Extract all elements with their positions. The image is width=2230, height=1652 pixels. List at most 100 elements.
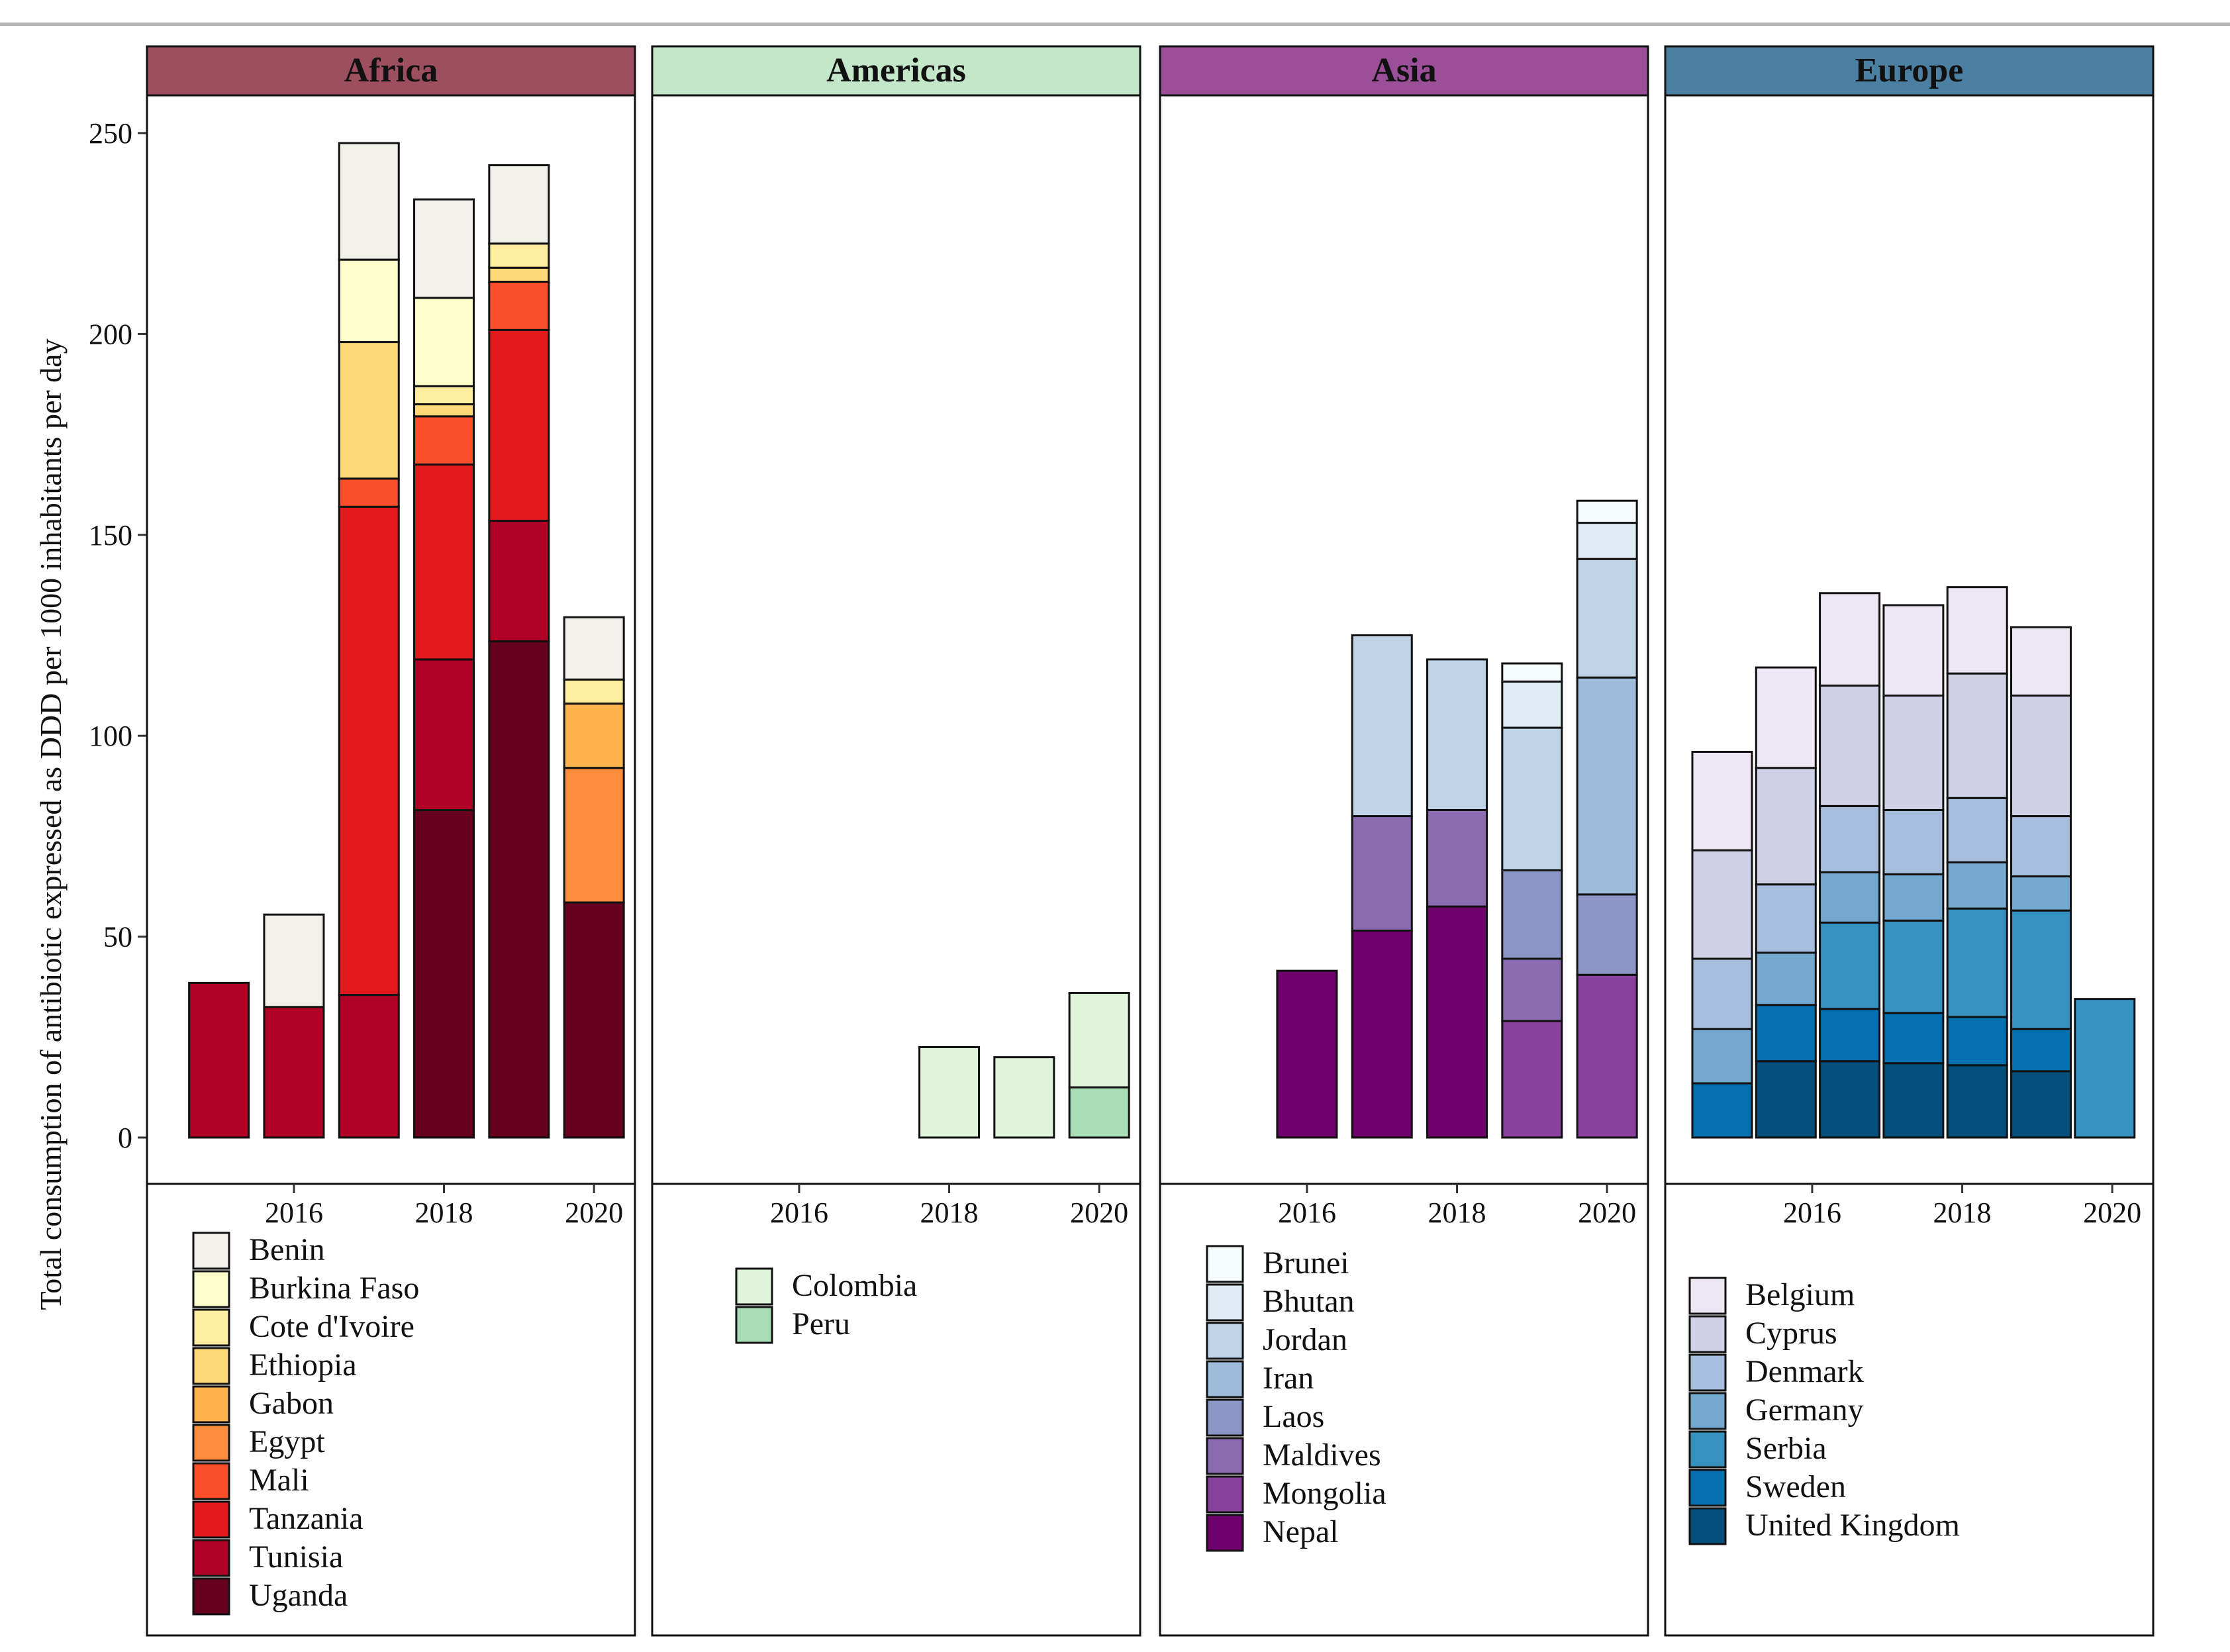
- legend-swatch-iran: [1206, 1360, 1244, 1398]
- bar-segment-ethiopia-2017: [338, 341, 400, 480]
- bar-segment-uganda-2020: [563, 901, 625, 1139]
- bar-segment-united-kingdom-2019: [2010, 1070, 2072, 1139]
- bar-segment-jordan-2020: [1576, 558, 1638, 679]
- bar-segment-cyprus-2019: [2010, 695, 2072, 818]
- bar-segment-serbia-2017: [1882, 919, 1945, 1014]
- legend-swatch-germany: [1688, 1392, 1727, 1430]
- bar-segment-benin-2018: [413, 198, 475, 299]
- legend-label-tanzania: Tanzania: [249, 1501, 364, 1536]
- bar-segment-ethiopia-2018: [413, 403, 475, 418]
- legend-swatch-laos: [1206, 1398, 1244, 1437]
- bar-segment-united-kingdom-2016: [1755, 1060, 1817, 1139]
- legend-swatch-jordan: [1206, 1322, 1244, 1360]
- bar-segment-nepal-2018: [1426, 905, 1488, 1139]
- bar-segment-colombia-2019: [993, 1056, 1055, 1139]
- bar-segment-laos-2019: [1501, 869, 1563, 960]
- legend-swatch-benin: [192, 1232, 230, 1270]
- bar-segment-tanzania-2019: [488, 328, 550, 522]
- legend-swatch-mongolia: [1206, 1475, 1244, 1514]
- x-tick-label: 2020: [1578, 1196, 1636, 1229]
- bar-segment-germany-2016: [1755, 951, 1817, 1006]
- bar-segment-cyprus-2018: [1946, 672, 2008, 799]
- x-tick-label: 2016: [770, 1196, 828, 1229]
- legend-swatch-uganda: [192, 1577, 230, 1616]
- y-tick-label: 150: [89, 519, 132, 552]
- bar-segment-brunei-2020: [1576, 499, 1638, 524]
- x-tick-label: 2020: [565, 1196, 623, 1229]
- bar-segment-cote-d-ivoire-2019: [488, 242, 550, 269]
- bar-segment-cyprus-2017: [1882, 695, 1945, 811]
- y-tick-label: 250: [89, 117, 132, 150]
- legend-label-united-kingdom: United Kingdom: [1745, 1508, 1960, 1543]
- panel-title: Africa: [344, 52, 438, 89]
- bar-segment-germany-2017: [1819, 871, 1881, 924]
- bar-segment-bhutan-2020: [1576, 522, 1638, 560]
- legend-label-germany: Germany: [1745, 1392, 1864, 1428]
- legend-label-nepal: Nepal: [1263, 1514, 1339, 1549]
- facet-panels: 0 50 100 150 200 250 Africa 2016 2018 2020 Benin Bu…: [89, 45, 2155, 1637]
- bar-segment-denmark-2015: [1691, 957, 1753, 1030]
- bar-segment-burkina-faso-2017: [338, 258, 400, 344]
- bar-segment-denmark-2017: [1819, 804, 1881, 874]
- bar-segment-jordan-2018: [1426, 658, 1488, 811]
- legend-swatch-egypt: [192, 1424, 230, 1462]
- x-tick-label: 2018: [1428, 1196, 1486, 1229]
- legend-label-bhutan: Bhutan: [1263, 1284, 1355, 1319]
- bar-segment-cote-d-ivoire-2020: [563, 678, 625, 705]
- bar-segment-jordan-2017: [1351, 634, 1413, 818]
- bar-segment-united-kingdom-2017: [1882, 1062, 1945, 1139]
- bar-segment-colombia-2020: [1068, 992, 1130, 1089]
- legend-label-sweden: Sweden: [1745, 1469, 1846, 1504]
- bar-segment-iran-2020: [1576, 676, 1638, 896]
- bar-segment-maldives-2017: [1351, 815, 1413, 932]
- legend-label-serbia: Serbia: [1745, 1431, 1827, 1466]
- bar-segment-mongolia-2019: [1501, 1020, 1563, 1139]
- y-tick-label: 50: [103, 921, 132, 953]
- legend-label-benin: Benin: [249, 1232, 325, 1267]
- panel-frame: [1159, 94, 1649, 1637]
- panel-europe: Europe 2016 2018 2020 Belgium CyprusDenmarkGe…: [1664, 45, 2155, 1637]
- legend-label-colombia: Colombia: [792, 1268, 917, 1303]
- bar-segment-sweden-2016: [1755, 1004, 1817, 1063]
- panel-frame: [651, 94, 1141, 1637]
- legend-label-uganda: Uganda: [249, 1578, 348, 1613]
- legend-swatch-ethiopia: [192, 1347, 230, 1385]
- legend-swatch-brunei: [1206, 1245, 1244, 1283]
- legend-label-burkina-faso: Burkina Faso: [249, 1271, 419, 1306]
- bar-segment-mali-2019: [488, 281, 550, 331]
- panel-title: Europe: [1855, 52, 1964, 89]
- bar-segment-tunisia-2015: [188, 981, 250, 1139]
- legend-label-mali: Mali: [249, 1463, 309, 1498]
- bar-segment-mongolia-2020: [1576, 973, 1638, 1139]
- legend-swatch-cote-d-ivoire: [192, 1308, 230, 1347]
- bar-segment-serbia-2018: [1946, 907, 2008, 1018]
- bar-segment-maldives-2018: [1426, 808, 1488, 908]
- x-tick-label: 2018: [415, 1196, 473, 1229]
- legend-swatch-burkina-faso: [192, 1270, 230, 1308]
- bar-segment-tanzania-2017: [338, 505, 400, 996]
- bar-segment-brunei-2019: [1501, 662, 1563, 683]
- bar-segment-tunisia-2016: [263, 1006, 325, 1139]
- legend-label-peru: Peru: [792, 1306, 850, 1341]
- bar-segment-denmark-2017: [1882, 808, 1945, 876]
- y-tick-label: 0: [118, 1122, 132, 1154]
- legend-swatch-bhutan: [1206, 1283, 1244, 1322]
- legend-label-maldives: Maldives: [1263, 1437, 1381, 1473]
- bar-segment-ethiopia-2019: [488, 266, 550, 283]
- bar-segment-gabon-2020: [563, 703, 625, 769]
- legend-label-ethiopia: Ethiopia: [249, 1347, 357, 1383]
- panel-strip: [146, 45, 636, 97]
- panel-title: Asia: [1371, 52, 1436, 89]
- panel-frame: [146, 94, 636, 1637]
- bar-segment-nepal-2017: [1351, 929, 1413, 1139]
- bar-segment-sweden-2015: [1691, 1082, 1753, 1139]
- bar-segment-burkina-faso-2018: [413, 297, 475, 387]
- y-axis-label: Total consumption of antibiotic expresse…: [34, 338, 68, 1310]
- bar-segment-jordan-2019: [1501, 726, 1563, 871]
- bar-segment-belgium-2015: [1691, 750, 1753, 851]
- legend-label-denmark: Denmark: [1745, 1354, 1864, 1389]
- legend-swatch-tunisia: [192, 1539, 230, 1577]
- bar-segment-belgium-2017: [1882, 604, 1945, 697]
- bar-segment-united-kingdom-2017: [1819, 1060, 1881, 1139]
- bar-segment-benin-2017: [338, 142, 400, 261]
